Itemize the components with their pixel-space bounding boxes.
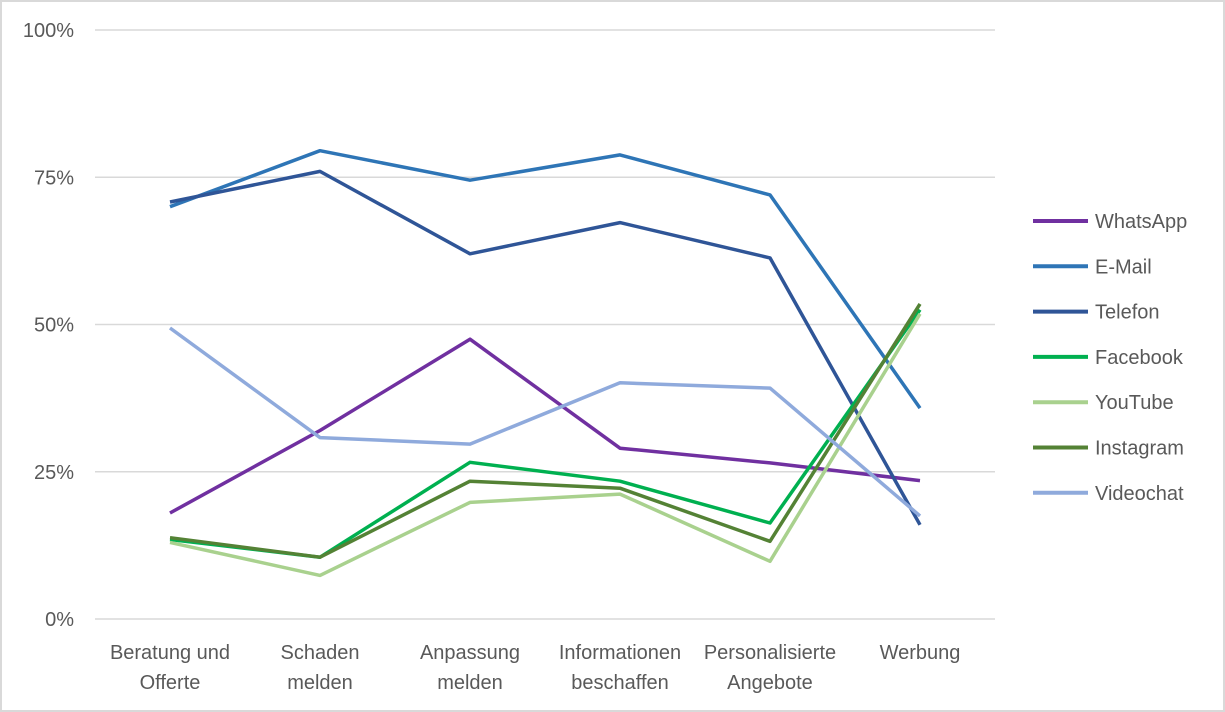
x-tick-label: Werbung [880,642,961,664]
series-line-e-mail [169,148,922,410]
x-tick-label: Beratung und Offerte [110,642,230,694]
series-line-facebook [169,308,922,559]
legend-label-instagram: Instagram [1095,438,1184,460]
x-tick-label: Informationen beschaffen [559,642,681,694]
x-axis-ticks: Beratung und Offerte Schaden melden Anpassun… [110,642,960,694]
y-tick-label: 25% [34,462,74,484]
y-tick-label: 50% [34,315,74,337]
legend-label-whatsapp: WhatsApp [1095,211,1187,233]
legend-label-facebook: Facebook [1095,347,1184,369]
y-tick-label: 0% [45,609,74,631]
x-tick-label: Anpassung melden [420,642,520,694]
series-line-instagram [169,302,922,559]
series-line-videochat [168,326,922,518]
x-tick-label: Personalisierte Angebote [704,642,836,694]
legend: WhatsApp E-Mail Telefon Facebook YouTube Inst… [1033,211,1187,505]
series-line-telefon [169,169,922,526]
legend-label-videochat: Videochat [1095,483,1184,505]
series-line-whatsapp [169,337,921,515]
y-tick-label: 75% [34,167,74,189]
legend-label-telefon: Telefon [1095,302,1160,324]
legend-label-e-mail: E-Mail [1095,256,1152,278]
legend-label-youtube: YouTube [1095,392,1174,414]
y-axis-ticks: 0% 25% 50% 75% 100% [23,20,74,631]
series-lines [168,148,922,578]
x-tick-label: Schaden melden [281,642,360,694]
series-line-youtube [169,312,922,578]
y-tick-label: 100% [23,20,74,42]
